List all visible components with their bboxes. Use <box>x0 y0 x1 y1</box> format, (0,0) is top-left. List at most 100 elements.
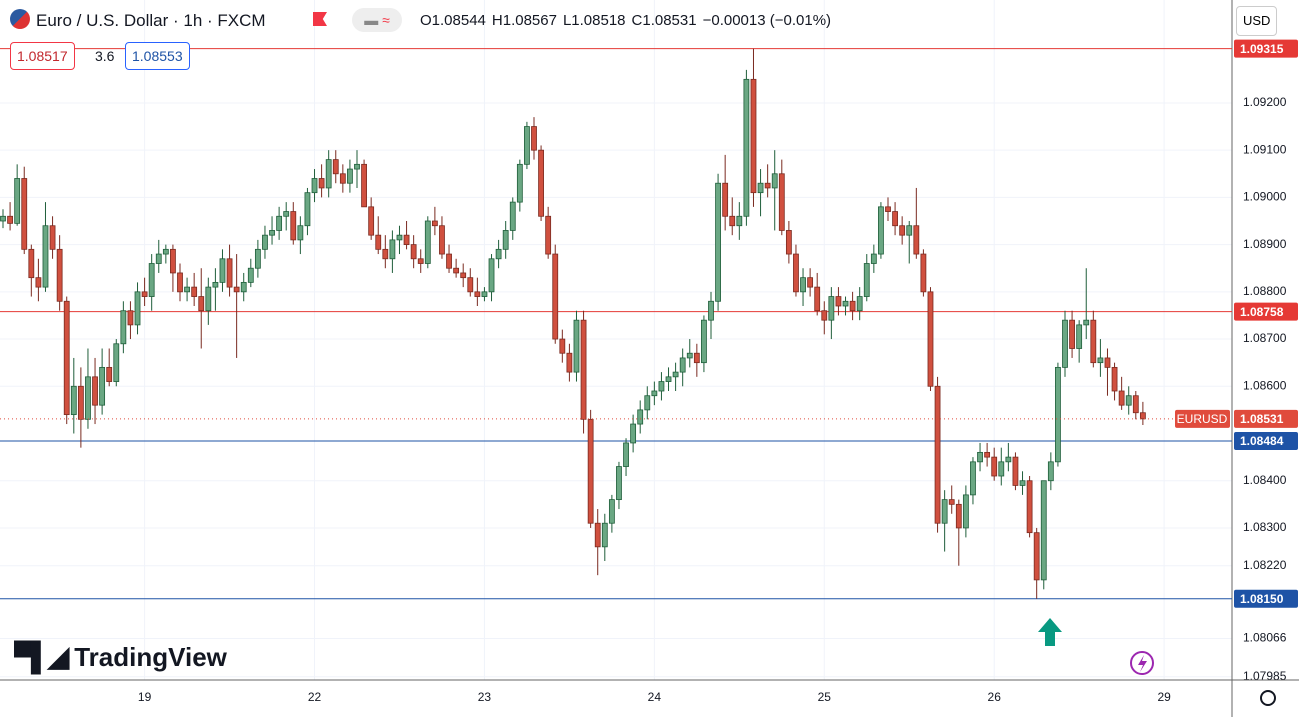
candle-body <box>410 244 417 260</box>
candle-body <box>297 225 304 241</box>
y-tick-label: 1.09200 <box>1243 95 1287 109</box>
y-tick-label: 1.08700 <box>1243 331 1287 345</box>
candle-body <box>644 395 651 411</box>
candle-body <box>396 234 403 241</box>
candle-body <box>311 178 318 194</box>
candle-body <box>616 466 622 501</box>
candle-body <box>304 192 311 227</box>
candle-body <box>191 286 198 297</box>
candle-body <box>594 522 601 548</box>
candle-body <box>920 253 927 293</box>
ohlc-value: O1.08544 <box>420 12 486 29</box>
candle-body <box>885 206 891 212</box>
candle-body <box>955 503 962 529</box>
candle-body <box>417 258 424 264</box>
level-label: 1.08758 <box>1240 305 1284 319</box>
candle-body <box>219 258 226 283</box>
candle-body <box>1055 366 1061 463</box>
candle-body <box>0 215 6 222</box>
level-label-box <box>1234 302 1298 321</box>
level-label-box <box>1234 39 1298 58</box>
candle-body <box>1026 480 1033 534</box>
brand-logo: ▀▌◢ TradingView <box>14 641 227 672</box>
y-tick-label: 1.08400 <box>1243 473 1287 487</box>
candle-body <box>446 253 452 269</box>
ohlc-value: H1.08567 <box>491 12 557 29</box>
candle-body <box>1090 319 1097 364</box>
candle-body <box>453 267 460 274</box>
ask[interactable]: 1.08553 <box>125 42 190 70</box>
candle-body <box>906 225 913 236</box>
candle-body <box>63 300 70 416</box>
candle-body <box>85 376 91 420</box>
lightning-bolt <box>1138 655 1147 672</box>
candle-body <box>1104 357 1111 368</box>
x-tick-label: 22 <box>308 690 322 704</box>
candle-body <box>92 376 98 406</box>
candle-body <box>155 253 162 264</box>
candle-body <box>757 182 764 194</box>
candle-body <box>276 215 283 231</box>
candle-body <box>339 173 346 184</box>
candle-body <box>170 248 176 274</box>
currency[interactable]: USD <box>1236 6 1278 36</box>
candle-body <box>708 300 714 321</box>
y-tick-label: 1.08066 <box>1243 631 1287 645</box>
candle-body <box>608 499 615 524</box>
ohlc-value: C1.08531 <box>631 12 697 29</box>
candle-body <box>347 168 353 184</box>
ohlc-value: L1.08518 <box>562 12 626 29</box>
candle-body <box>460 272 467 279</box>
candle-body <box>1139 412 1146 420</box>
candle-body <box>531 126 537 151</box>
candle-body <box>205 286 212 312</box>
candle-body <box>665 376 672 382</box>
bid[interactable]: 1.08517 <box>10 42 75 70</box>
candle-body <box>226 258 233 288</box>
candle-body <box>1125 395 1132 406</box>
candle-body <box>7 215 13 224</box>
lightning-icon[interactable] <box>1130 651 1154 675</box>
last-name: EURUSD <box>1177 412 1228 426</box>
candle-body <box>743 78 750 217</box>
candle-body <box>488 258 495 293</box>
candle-body <box>828 296 835 321</box>
candle-body <box>56 248 63 302</box>
y-tick-label: 1.08220 <box>1243 558 1287 572</box>
candle-body <box>970 461 976 496</box>
symbol-title[interactable]: Euro / U.S. Dollar · 1h · FXCM <box>36 11 266 30</box>
candle-body <box>814 286 821 312</box>
y-tick-label: 1.07985 <box>1243 669 1287 683</box>
candle-body <box>233 286 240 293</box>
candle-body <box>354 163 360 170</box>
candle-body <box>715 182 721 302</box>
candle-body <box>1005 456 1012 463</box>
candle-body <box>856 296 863 312</box>
x-tick-label: 24 <box>648 690 662 704</box>
candle-body <box>913 225 920 255</box>
candle-body <box>587 418 594 524</box>
y-tick-label: 1.09000 <box>1243 190 1287 204</box>
candle-body <box>941 499 948 524</box>
candle-body <box>1019 480 1026 486</box>
candle-body <box>778 173 785 231</box>
candle-body <box>495 248 502 260</box>
candle-body <box>1062 319 1068 368</box>
candle-body <box>934 385 941 524</box>
candle-body <box>807 277 814 288</box>
toggle-icons[interactable]: ▬ ≈ <box>352 8 402 32</box>
candle-body <box>573 319 580 373</box>
candle-body <box>474 291 481 297</box>
flag-icon[interactable] <box>313 12 327 26</box>
candle-body <box>14 178 21 224</box>
x-tick-label: 29 <box>1157 690 1171 704</box>
y-tick-label: 1.08800 <box>1243 284 1287 298</box>
candle-body <box>1083 319 1090 326</box>
candle-body <box>998 461 1005 477</box>
candle-body <box>870 253 877 264</box>
candle-body <box>516 163 523 203</box>
candle-body <box>736 215 743 227</box>
candle-body <box>835 296 842 307</box>
